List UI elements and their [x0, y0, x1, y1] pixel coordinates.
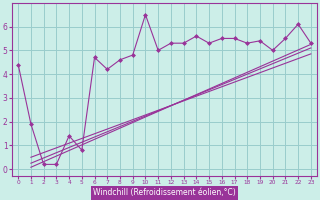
X-axis label: Windchill (Refroidissement éolien,°C): Windchill (Refroidissement éolien,°C): [93, 188, 236, 197]
